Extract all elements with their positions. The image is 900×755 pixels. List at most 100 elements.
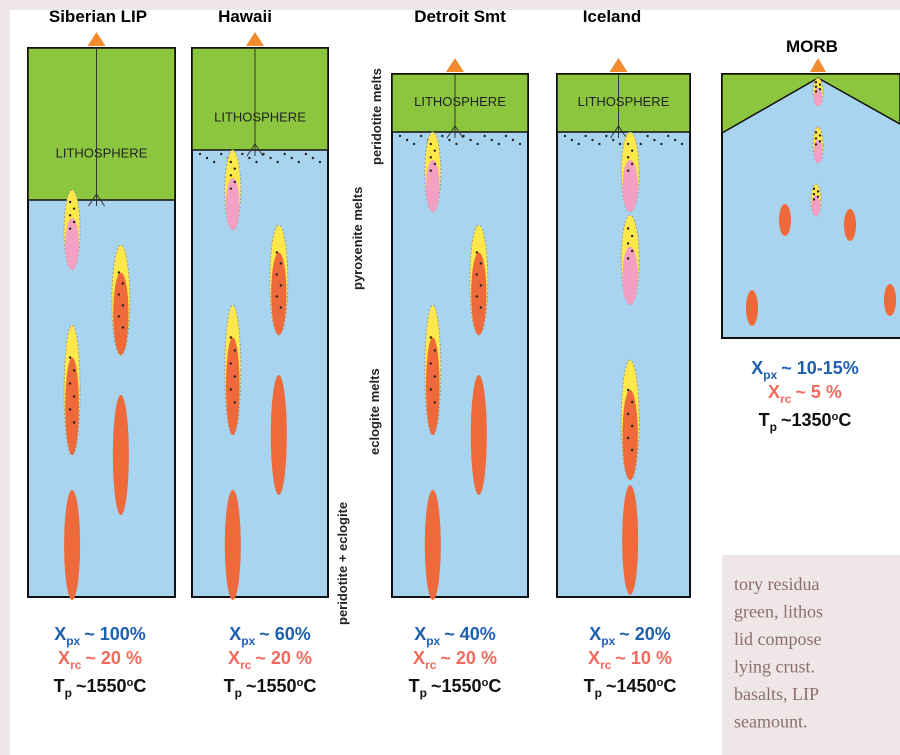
melt-dot xyxy=(469,139,471,141)
melt-dot xyxy=(631,235,633,237)
label-subscript: p xyxy=(420,686,427,700)
melt-dot xyxy=(234,375,236,377)
melt-dot xyxy=(612,139,614,141)
melt-dot xyxy=(667,135,669,137)
melt-dot xyxy=(69,214,71,216)
melt-dot xyxy=(420,135,422,137)
melt-dot xyxy=(819,140,821,142)
melt-dot xyxy=(430,336,432,338)
melt-dot xyxy=(262,153,264,155)
melt-dot xyxy=(674,139,676,141)
label-symbol: X xyxy=(228,648,240,668)
melt-dot xyxy=(519,143,521,145)
melt-blob xyxy=(844,209,856,241)
melt-dot xyxy=(413,143,415,145)
melt-dot xyxy=(819,134,821,136)
melt-dot xyxy=(406,139,408,141)
melt-dot xyxy=(241,153,243,155)
melt-dot xyxy=(646,135,648,137)
label-subscript: rc xyxy=(780,392,792,406)
melt-dot xyxy=(230,336,232,338)
melt-dot xyxy=(69,382,71,384)
melt-dot xyxy=(276,295,278,297)
melt-blob xyxy=(425,490,441,600)
melt-blob xyxy=(426,338,440,436)
label-symbol: X xyxy=(58,648,70,668)
label-symbol: X xyxy=(414,624,426,644)
label-text: ~ 20% xyxy=(619,624,671,644)
melt-dot xyxy=(813,193,815,195)
label-subscript: rc xyxy=(240,658,252,672)
label-symbol: T xyxy=(224,676,235,696)
label-subscript: px xyxy=(66,634,80,648)
label-text: ~ 20 % xyxy=(440,648,497,668)
melt-dot xyxy=(498,143,500,145)
melt-blob xyxy=(471,375,487,495)
label-text: ~ 100% xyxy=(84,624,146,644)
label-text: ~1550 xyxy=(431,676,482,696)
melt-dot xyxy=(813,188,815,190)
melt-dot xyxy=(434,149,436,151)
melt-dot xyxy=(441,135,443,137)
melt-dot xyxy=(73,221,75,223)
label-subscript: px xyxy=(601,634,615,648)
label-unit: C xyxy=(663,676,676,696)
label-symbol: X xyxy=(54,624,66,644)
side-label: eclogite melts xyxy=(367,368,382,455)
melt-dot xyxy=(627,413,629,415)
column-title: Iceland xyxy=(583,7,642,26)
label-text: ~ 5 % xyxy=(795,382,842,402)
melt-dot xyxy=(462,135,464,137)
melt-blob xyxy=(113,273,128,356)
melt-blob xyxy=(814,88,823,106)
melt-dot xyxy=(230,174,232,176)
melt-dot xyxy=(73,395,75,397)
label-subscript: rc xyxy=(600,658,612,672)
melt-dot xyxy=(199,153,201,155)
melt-dot xyxy=(813,198,815,200)
melt-dot xyxy=(118,293,120,295)
melt-blob xyxy=(814,140,823,163)
melt-dot xyxy=(631,425,633,427)
melt-blob xyxy=(271,375,287,495)
melt-dot xyxy=(631,250,633,252)
melt-dot xyxy=(230,161,232,163)
caption-line: basalts, LIP xyxy=(734,684,819,704)
melt-dot xyxy=(434,375,436,377)
melt-blob xyxy=(64,490,80,600)
melt-dot xyxy=(430,362,432,364)
melt-dot xyxy=(69,227,71,229)
label-symbol: T xyxy=(54,676,65,696)
lithosphere-label: LITHOSPHERE xyxy=(414,94,506,109)
melt-blob xyxy=(65,358,79,456)
label-symbol: X xyxy=(768,382,780,402)
melt-dot xyxy=(819,83,821,85)
melt-dot xyxy=(430,388,432,390)
melt-dot xyxy=(484,135,486,137)
label-text: ~1550 xyxy=(76,676,127,696)
melt-blob xyxy=(623,160,638,212)
label-symbol: T xyxy=(759,410,770,430)
label-subscript: px xyxy=(241,634,255,648)
melt-dot xyxy=(220,153,222,155)
melt-dot xyxy=(627,242,629,244)
melt-dot xyxy=(73,207,75,209)
side-label: peridotite + eclogite xyxy=(335,502,350,625)
melt-dot xyxy=(69,408,71,410)
melt-dot xyxy=(681,143,683,145)
melt-dot xyxy=(122,282,124,284)
label-symbol: X xyxy=(229,624,241,644)
melt-dot xyxy=(627,143,629,145)
melt-dot xyxy=(280,262,282,264)
label-subscript: p xyxy=(235,686,242,700)
mantle xyxy=(392,74,528,597)
melt-dot xyxy=(276,161,278,163)
melt-dot xyxy=(815,131,817,133)
melt-dot xyxy=(230,388,232,390)
melt-dot xyxy=(276,273,278,275)
label-symbol: T xyxy=(584,676,595,696)
melt-dot xyxy=(430,169,432,171)
label-subscript: px xyxy=(426,634,440,648)
column-title: MORB xyxy=(786,37,838,56)
caption-line: lying crust. xyxy=(734,657,815,677)
